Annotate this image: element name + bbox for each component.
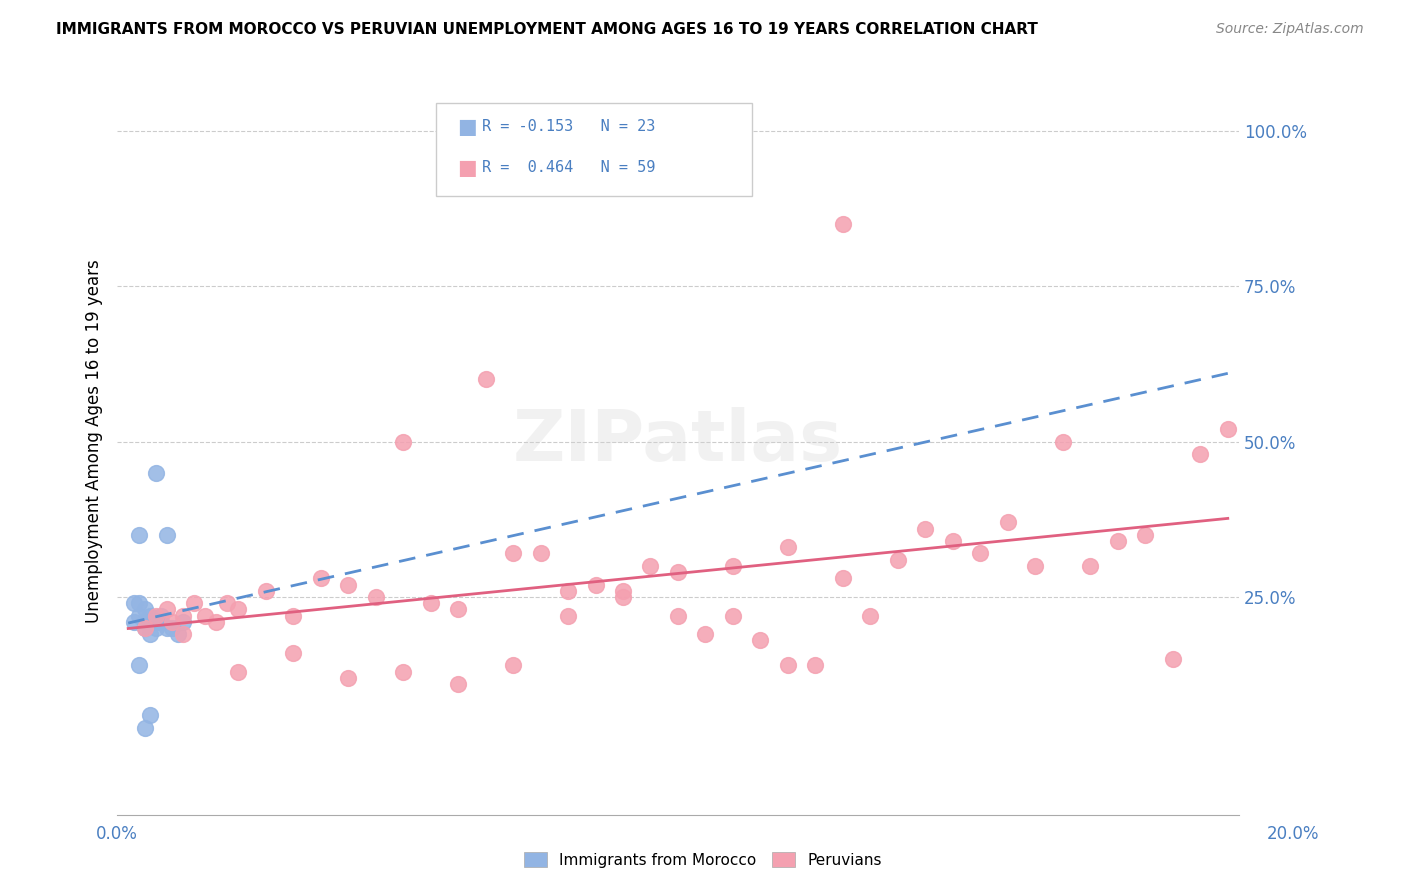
Text: ■: ■	[457, 158, 477, 178]
Point	[172, 608, 194, 623]
Y-axis label: Unemployment Among Ages 16 to 19 years: Unemployment Among Ages 16 to 19 years	[86, 260, 103, 624]
Point	[392, 434, 415, 449]
Point	[134, 602, 156, 616]
Point	[183, 596, 205, 610]
Point	[887, 552, 910, 566]
Point	[128, 528, 150, 542]
Point	[172, 627, 194, 641]
Point	[139, 627, 162, 641]
Point	[128, 608, 150, 623]
Point	[969, 546, 991, 560]
Point	[914, 522, 936, 536]
Point	[226, 602, 249, 616]
Point	[1052, 434, 1074, 449]
Point	[419, 596, 441, 610]
Legend: Immigrants from Morocco, Peruvians: Immigrants from Morocco, Peruvians	[517, 844, 889, 875]
Point	[447, 602, 470, 616]
Point	[749, 633, 772, 648]
Point	[217, 596, 239, 610]
Point	[1216, 422, 1239, 436]
Point	[1078, 558, 1101, 573]
Point	[254, 583, 277, 598]
Point	[172, 615, 194, 629]
Point	[1189, 447, 1212, 461]
Text: IMMIGRANTS FROM MOROCCO VS PERUVIAN UNEMPLOYMENT AMONG AGES 16 TO 19 YEARS CORRE: IMMIGRANTS FROM MOROCCO VS PERUVIAN UNEM…	[56, 22, 1038, 37]
Point	[156, 528, 179, 542]
Point	[122, 596, 145, 610]
Point	[612, 583, 634, 598]
Point	[134, 615, 156, 629]
Point	[281, 646, 304, 660]
Point	[139, 708, 162, 723]
Text: R = -0.153   N = 23: R = -0.153 N = 23	[482, 120, 655, 134]
Point	[145, 621, 167, 635]
Point	[156, 621, 179, 635]
Point	[166, 627, 188, 641]
Point	[226, 665, 249, 679]
Text: ZIPatlas: ZIPatlas	[513, 407, 844, 476]
Point	[612, 590, 634, 604]
Point	[666, 565, 689, 579]
Point	[776, 540, 799, 554]
Point	[557, 608, 579, 623]
Point	[160, 621, 183, 635]
Point	[474, 372, 496, 386]
Point	[128, 658, 150, 673]
Point	[942, 534, 965, 549]
Point	[150, 615, 173, 629]
Point	[122, 615, 145, 629]
Point	[640, 558, 662, 573]
Point	[205, 615, 228, 629]
Point	[281, 608, 304, 623]
Point	[447, 677, 470, 691]
Point	[364, 590, 387, 604]
Point	[557, 583, 579, 598]
Point	[804, 658, 827, 673]
Point	[1135, 528, 1157, 542]
Point	[529, 546, 551, 560]
Point	[1161, 652, 1184, 666]
Point	[150, 608, 173, 623]
Point	[134, 721, 156, 735]
Point	[859, 608, 882, 623]
Point	[695, 627, 717, 641]
Point	[156, 602, 179, 616]
Point	[776, 658, 799, 673]
Point	[139, 608, 162, 623]
Point	[585, 577, 607, 591]
Point	[337, 671, 360, 685]
Point	[145, 466, 167, 480]
Point	[134, 621, 156, 635]
Point	[145, 615, 167, 629]
Point	[502, 658, 524, 673]
Point	[997, 516, 1019, 530]
Point	[145, 608, 167, 623]
Point	[392, 665, 415, 679]
Point	[128, 596, 150, 610]
Point	[160, 615, 183, 629]
Point	[194, 608, 217, 623]
Point	[309, 571, 332, 585]
Text: Source: ZipAtlas.com: Source: ZipAtlas.com	[1216, 22, 1364, 37]
Point	[832, 217, 855, 231]
Text: R =  0.464   N = 59: R = 0.464 N = 59	[482, 161, 655, 175]
Point	[832, 571, 855, 585]
Point	[666, 608, 689, 623]
Point	[721, 558, 744, 573]
Point	[337, 577, 360, 591]
Text: ■: ■	[457, 117, 477, 136]
Text: 0.0%: 0.0%	[96, 825, 138, 843]
Point	[1024, 558, 1046, 573]
Point	[721, 608, 744, 623]
Point	[1107, 534, 1129, 549]
Point	[134, 621, 156, 635]
Point	[502, 546, 524, 560]
Text: 20.0%: 20.0%	[1267, 825, 1319, 843]
